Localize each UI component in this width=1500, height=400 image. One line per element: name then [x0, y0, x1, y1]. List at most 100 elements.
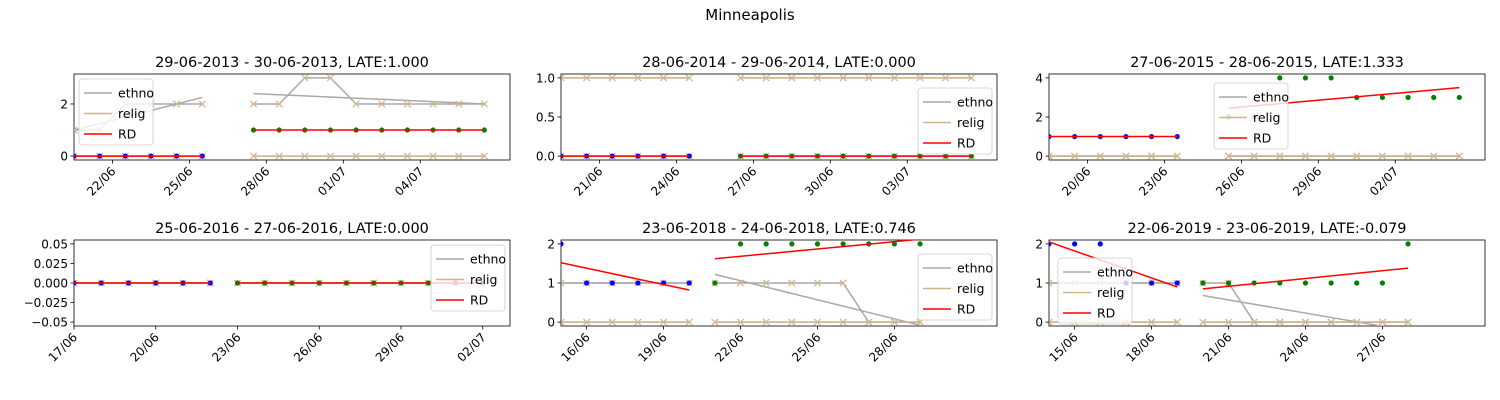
relig-marker	[1353, 318, 1361, 326]
post-period-dot	[712, 280, 718, 286]
x-tick-label: 20/06	[128, 330, 162, 364]
subplot-4: 25-06-2016 - 27-06-2016, LATE:0.000 −0.05…	[24, 221, 511, 365]
y-tick-label: 0.000	[34, 277, 68, 291]
relig-marker	[275, 152, 283, 160]
legend-rd-label: RD	[1253, 131, 1271, 146]
subplot-2: 28-06-2014 - 29-06-2014, LATE:0.000 0.0 0.…	[536, 55, 998, 199]
x-tick-label: 28/06	[866, 330, 900, 364]
subplot-title: 23-06-2018 - 24-06-2018, LATE:0.746	[642, 221, 916, 237]
relig-marker	[839, 318, 847, 326]
rd-fit-line	[714, 240, 920, 260]
y-tick-label: 0	[60, 150, 68, 164]
y-tick-label: 1	[547, 277, 555, 291]
x-tick-label: 24/06	[1277, 330, 1311, 364]
relig-marker	[1173, 152, 1181, 160]
ethno-line	[714, 282, 921, 323]
legend-ethno-label: ethno	[1253, 90, 1289, 105]
relig-marker	[455, 152, 463, 160]
relig-marker	[1147, 318, 1156, 326]
rd-fit-line	[1202, 267, 1409, 290]
x-tick-label: 26/06	[291, 330, 325, 364]
relig-marker	[1301, 152, 1310, 160]
relig-marker	[378, 152, 386, 160]
x-tick-label: 23/06	[209, 330, 243, 364]
x-tick-label: 25/06	[161, 164, 195, 198]
post-period-dot	[763, 241, 769, 247]
x-tick-label: 28/06	[238, 164, 272, 198]
relig-marker	[1071, 152, 1079, 160]
relig-marker	[326, 152, 335, 160]
legend-rd-label: RD	[957, 302, 975, 317]
y-tick-label: 4	[1035, 71, 1043, 85]
legend-relig-label: relig	[470, 272, 497, 287]
relig-marker	[1378, 152, 1387, 160]
legend: ethno relig RD	[430, 244, 506, 312]
post-period-dot	[1328, 280, 1334, 286]
relig-marker	[1250, 318, 1258, 326]
relig-marker	[1224, 152, 1233, 160]
relig-marker	[1049, 152, 1053, 160]
relig-marker	[736, 318, 745, 326]
y-tick-label: 0	[1035, 150, 1043, 164]
relig-marker	[1276, 152, 1284, 160]
ethno-marker	[429, 100, 437, 108]
y-tick-label: 0.5	[536, 111, 555, 125]
legend-box	[78, 78, 154, 146]
y-tick-label: 2	[547, 237, 555, 251]
pre-period-dot	[686, 280, 692, 286]
x-tick-label: 19/06	[635, 330, 669, 364]
figure-title: Minneapolis	[705, 6, 795, 24]
legend-box	[1057, 257, 1133, 325]
x-tick-label: 27/06	[1354, 330, 1388, 364]
y-tick-label: 0	[1035, 316, 1043, 330]
relig-marker	[1404, 152, 1412, 160]
y-tick-label: 1.0	[536, 71, 555, 85]
relig-marker	[634, 318, 642, 326]
post-period-dot	[1354, 280, 1360, 286]
post-period-dot	[891, 241, 898, 247]
ethno-marker	[455, 100, 463, 108]
relig-marker	[1378, 318, 1387, 326]
ethno-marker	[301, 74, 309, 82]
relig-marker	[788, 74, 796, 82]
ethno-marker	[762, 279, 770, 287]
x-tick-label: 23/06	[1136, 164, 1170, 198]
legend: ethno relig RD	[917, 87, 993, 155]
post-period-dot	[968, 153, 974, 159]
x-tick-label: 04/07	[392, 164, 426, 198]
legend-box	[430, 244, 506, 312]
x-tick-label: 01/07	[315, 164, 349, 198]
x-tick-label: 30/06	[802, 164, 836, 198]
legend-box	[917, 253, 993, 321]
x-tick-label: 02/07	[455, 330, 489, 364]
relig-marker	[788, 318, 796, 326]
relig-marker	[865, 318, 873, 326]
x-tick-label: 26/06	[1213, 164, 1247, 198]
y-tick-label: 0.0	[536, 150, 555, 164]
pre-period-dot	[609, 280, 615, 286]
relig-marker	[561, 74, 565, 82]
x-tick-label: 22/06	[712, 330, 746, 364]
relig-marker	[813, 74, 822, 82]
relig-marker	[74, 152, 78, 160]
ethno-marker	[326, 74, 335, 82]
x-tick-label: 02/07	[1367, 164, 1401, 198]
relig-marker	[429, 152, 437, 160]
ethno-line	[1202, 282, 1409, 323]
pre-period-dot	[1148, 280, 1155, 286]
post-period-dot	[1379, 94, 1386, 101]
post-period-dot	[1456, 94, 1462, 101]
relig-marker	[1147, 152, 1156, 160]
relig-marker	[813, 318, 822, 326]
relig-marker	[711, 318, 719, 326]
post-period-dot	[1225, 280, 1232, 286]
plot-area	[1049, 75, 1463, 160]
ethno-fit-line	[714, 273, 921, 326]
subplot-6: 22-06-2019 - 23-06-2019, LATE:-0.0790121…	[1035, 221, 1486, 365]
post-period-dot	[1328, 75, 1334, 81]
legend: ethno relig RD	[78, 78, 154, 146]
relig-marker	[762, 74, 770, 82]
x-tick-label: 20/06	[1059, 164, 1093, 198]
ethno-marker	[74, 126, 78, 134]
legend: ethno relig RD	[1213, 82, 1289, 150]
